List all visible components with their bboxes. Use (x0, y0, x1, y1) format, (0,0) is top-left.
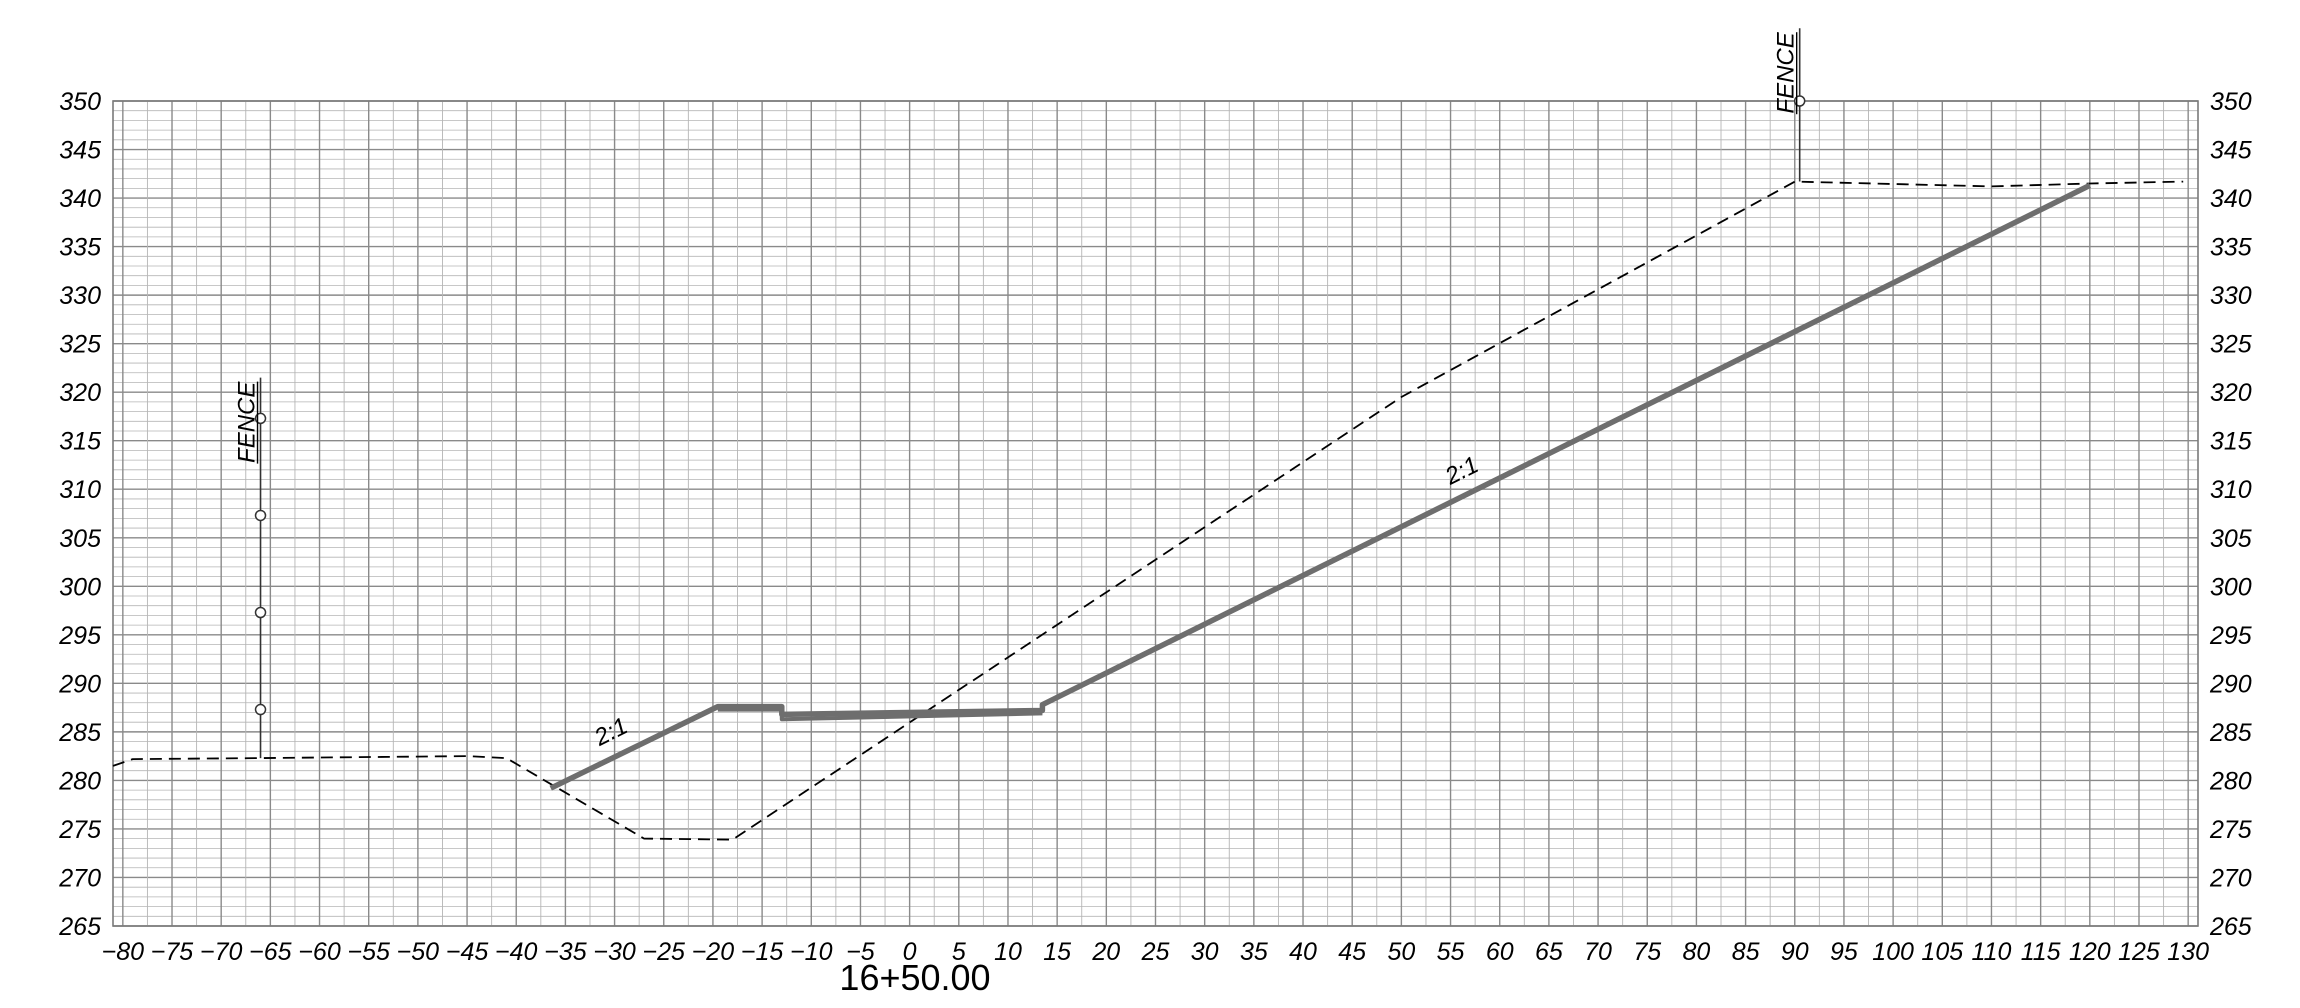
x-tick-label: 15 (1043, 938, 1071, 966)
y-tick-label-left: 270 (58, 864, 101, 892)
slope-label: 2:1 (589, 712, 632, 752)
y-tick-label-right: 290 (2209, 670, 2252, 698)
y-tick-label-left: 340 (59, 185, 101, 213)
x-tick-label: −20 (692, 938, 735, 966)
y-tick-label-left: 290 (58, 670, 101, 698)
x-tick-label: −35 (544, 938, 587, 966)
y-tick-label-right: 305 (2210, 525, 2252, 553)
y-tick-label-left: 350 (59, 88, 101, 116)
grid (112, 100, 2199, 927)
x-tick-label: −45 (446, 938, 489, 966)
y-tick-label-right: 275 (2209, 816, 2252, 844)
x-tick-label: 75 (1633, 938, 1661, 966)
x-tick-label: 45 (1338, 938, 1366, 966)
fence-label: FENCE (1773, 31, 1800, 113)
x-tick-label: −55 (347, 938, 390, 966)
y-tick-label-right: 265 (2209, 913, 2252, 941)
series-layer (112, 180, 2184, 841)
x-tick-label: −60 (298, 938, 341, 966)
y-axis-right-labels: 265 270 275 280 285 290 295 300 305 310 315 320 325 3… (2209, 88, 2252, 941)
x-tick-label: 95 (1830, 938, 1858, 966)
plot-frame (112, 100, 2199, 927)
y-tick-label-left: 265 (58, 913, 101, 941)
y-tick-label-left: 330 (59, 282, 101, 310)
x-tick-label: 10 (994, 938, 1022, 966)
x-tick-label: 80 (1683, 938, 1711, 966)
x-tick-label: 65 (1535, 938, 1563, 966)
x-tick-label: −30 (593, 938, 636, 966)
x-tick-label: 5 (952, 938, 966, 966)
y-tick-label-left: 300 (59, 573, 101, 601)
x-tick-label: −75 (151, 938, 194, 966)
y-tick-label-right: 280 (2209, 767, 2252, 795)
y-tick-label-left: 325 (59, 331, 101, 359)
x-tick-label: −50 (397, 938, 440, 966)
x-tick-label: 55 (1437, 938, 1465, 966)
y-tick-label-right: 315 (2210, 428, 2252, 456)
y-tick-label-right: 340 (2210, 185, 2252, 213)
existing-ground-line (112, 180, 2184, 841)
fence-post-marker (254, 703, 267, 716)
y-tick-label-right: 295 (2209, 622, 2252, 650)
y-tick-label-right: 345 (2210, 137, 2252, 165)
x-tick-label: −5 (846, 938, 875, 966)
x-tick-label: 20 (1091, 938, 1120, 966)
slope-label: 2:1 (1440, 451, 1483, 491)
y-tick-label-right: 310 (2210, 476, 2252, 504)
x-tick-label: 100 (1872, 938, 1914, 966)
y-tick-label-left: 345 (59, 137, 101, 165)
fence-post-marker (254, 509, 267, 522)
x-tick-label: 90 (1781, 938, 1809, 966)
y-tick-label-left: 295 (58, 622, 101, 650)
fence-layer: FENCE FENCE (234, 28, 1806, 759)
y-tick-label-left: 280 (58, 767, 101, 795)
x-tick-label: −80 (102, 938, 145, 966)
station-label: 16+50.00 (839, 957, 990, 998)
x-tick-label: −65 (249, 938, 292, 966)
x-tick-label: −15 (741, 938, 784, 966)
y-tick-label-right: 320 (2210, 379, 2252, 407)
x-tick-label: 30 (1191, 938, 1219, 966)
proposed-section-detail-line (717, 707, 1043, 722)
x-tick-label: 25 (1141, 938, 1170, 966)
x-tick-label: −70 (200, 938, 243, 966)
x-tick-label: −40 (495, 938, 538, 966)
y-tick-label-left: 275 (58, 816, 101, 844)
x-tick-label: 60 (1486, 938, 1514, 966)
y-tick-label-left: 320 (59, 379, 101, 407)
y-tick-label-right: 270 (2209, 864, 2252, 892)
y-tick-label-right: 335 (2210, 234, 2252, 262)
x-tick-label: 130 (2167, 938, 2209, 966)
y-tick-label-right: 330 (2210, 282, 2252, 310)
x-axis-labels: −80 −75 −70 −65 −60 −55 −50 −45 −40 −35 −30 −25 −20−… (102, 938, 2209, 966)
fence-label: FENCE (234, 381, 261, 463)
y-tick-label-right: 350 (2210, 88, 2252, 116)
x-tick-label: −25 (643, 938, 686, 966)
y-tick-label-left: 285 (58, 719, 101, 747)
y-tick-label-left: 335 (59, 234, 101, 262)
x-tick-label: −10 (790, 938, 833, 966)
y-tick-label-left: 305 (59, 525, 101, 553)
y-tick-label-right: 285 (2209, 719, 2252, 747)
x-tick-label: 0 (903, 938, 917, 966)
x-tick-label: 125 (2118, 938, 2160, 966)
x-tick-label: 110 (1972, 938, 2012, 966)
x-tick-label: 105 (1921, 938, 1963, 966)
fence-post-marker (254, 606, 267, 619)
x-tick-label: 35 (1240, 938, 1268, 966)
x-tick-label: 70 (1584, 938, 1612, 966)
x-tick-label: 40 (1289, 938, 1317, 966)
x-tick-label: 115 (2021, 938, 2061, 966)
y-axis-left-labels: 265 270 275 280 285 290 295 300 305 310 315 320 325 3… (58, 88, 101, 941)
y-tick-label-left: 315 (59, 428, 101, 456)
y-tick-label-right: 325 (2210, 331, 2252, 359)
x-tick-label: 50 (1387, 938, 1415, 966)
x-tick-label: 120 (2069, 938, 2111, 966)
x-tick-label: 85 (1732, 938, 1760, 966)
y-tick-label-right: 300 (2210, 573, 2252, 601)
y-tick-label-left: 310 (59, 476, 101, 504)
